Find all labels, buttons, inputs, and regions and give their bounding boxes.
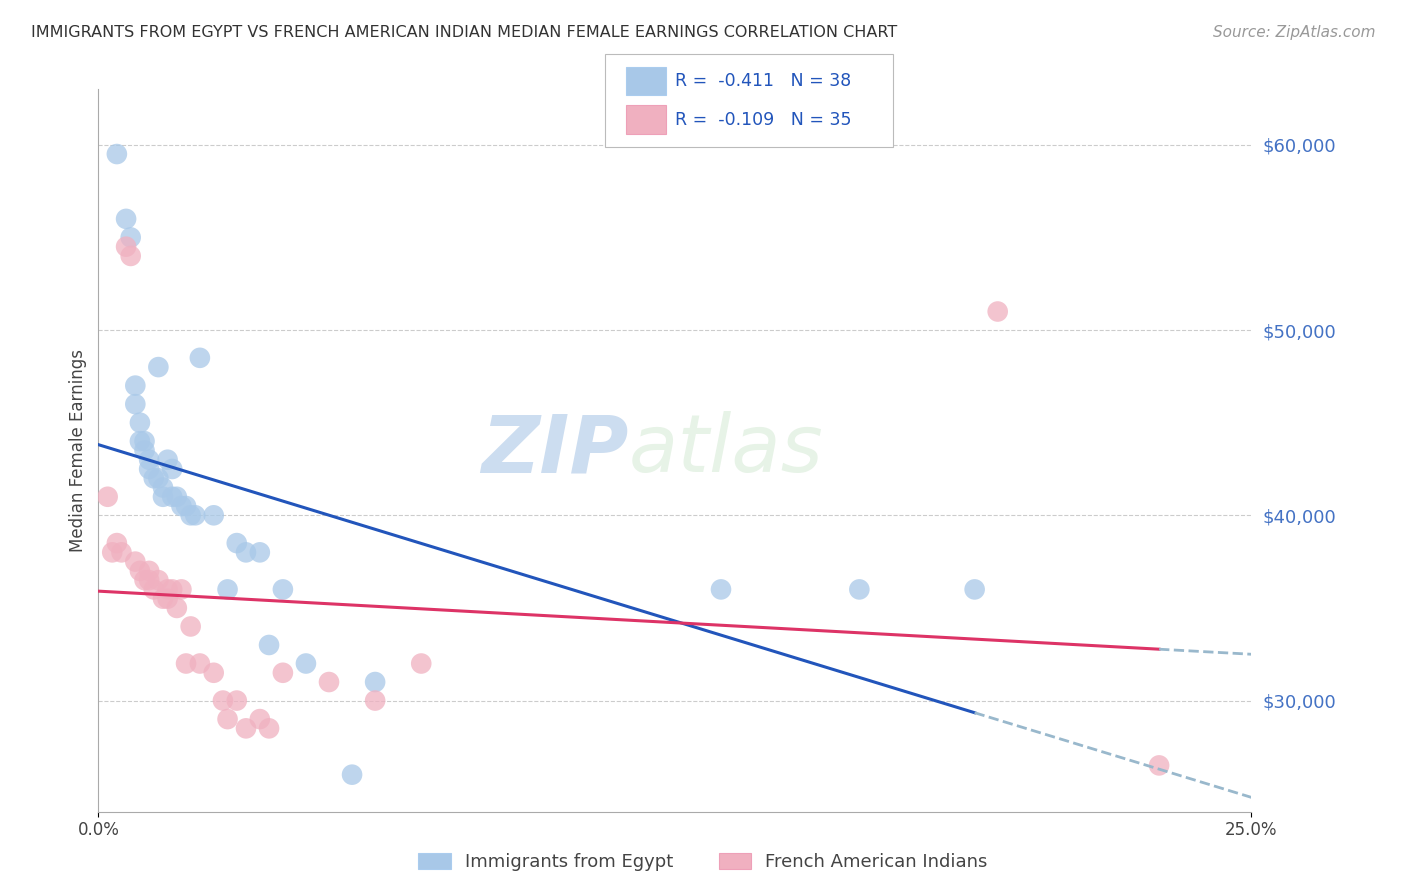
Text: Source: ZipAtlas.com: Source: ZipAtlas.com xyxy=(1212,25,1375,40)
Point xyxy=(148,573,170,587)
Point xyxy=(156,452,179,467)
Point xyxy=(710,582,733,597)
Point xyxy=(134,443,156,458)
Point xyxy=(124,397,146,411)
Point xyxy=(225,693,247,707)
Point xyxy=(257,722,280,736)
Text: ZIP: ZIP xyxy=(481,411,628,490)
Point xyxy=(180,508,202,523)
Point xyxy=(170,499,193,513)
Point xyxy=(184,508,207,523)
Point xyxy=(156,582,179,597)
Point xyxy=(295,657,318,671)
Point xyxy=(110,545,132,559)
Point xyxy=(364,693,387,707)
Point xyxy=(166,601,188,615)
Point xyxy=(174,657,197,671)
Point xyxy=(188,351,211,365)
Point xyxy=(170,582,193,597)
Point xyxy=(180,619,202,633)
Point xyxy=(212,693,235,707)
Point xyxy=(235,545,257,559)
Point xyxy=(963,582,986,597)
Point xyxy=(129,434,152,449)
Point xyxy=(166,490,188,504)
Point xyxy=(160,490,183,504)
Point xyxy=(225,536,247,550)
Point xyxy=(188,657,211,671)
Point xyxy=(217,712,239,726)
Point xyxy=(235,722,257,736)
Point xyxy=(120,230,142,244)
Point xyxy=(148,471,170,485)
Point xyxy=(138,573,160,587)
Point xyxy=(160,462,183,476)
Point xyxy=(202,665,225,680)
Point xyxy=(124,555,146,569)
Point xyxy=(318,675,340,690)
Point xyxy=(340,767,363,781)
Point xyxy=(202,508,225,523)
Point xyxy=(134,573,156,587)
Point xyxy=(115,240,138,254)
Point xyxy=(142,582,165,597)
Point xyxy=(156,591,179,606)
Point xyxy=(174,499,197,513)
Point xyxy=(138,452,160,467)
Point xyxy=(271,665,294,680)
Point xyxy=(129,416,152,430)
Point xyxy=(411,657,433,671)
Point xyxy=(115,211,138,226)
Point xyxy=(105,147,128,161)
Text: R =  -0.109   N = 35: R = -0.109 N = 35 xyxy=(675,111,852,128)
Point xyxy=(249,545,271,559)
Text: IMMIGRANTS FROM EGYPT VS FRENCH AMERICAN INDIAN MEDIAN FEMALE EARNINGS CORRELATI: IMMIGRANTS FROM EGYPT VS FRENCH AMERICAN… xyxy=(31,25,897,40)
Point xyxy=(987,304,1010,318)
Point xyxy=(217,582,239,597)
Text: atlas: atlas xyxy=(628,411,824,490)
Point xyxy=(138,462,160,476)
Point xyxy=(148,360,170,375)
Point xyxy=(142,471,165,485)
Text: R =  -0.411   N = 38: R = -0.411 N = 38 xyxy=(675,72,851,90)
Point xyxy=(152,490,174,504)
Point xyxy=(160,582,183,597)
Point xyxy=(152,481,174,495)
Point xyxy=(364,675,387,690)
Point xyxy=(848,582,870,597)
Point xyxy=(1147,758,1170,772)
Legend: Immigrants from Egypt, French American Indians: Immigrants from Egypt, French American I… xyxy=(411,846,995,879)
Point xyxy=(271,582,294,597)
Point xyxy=(105,536,128,550)
Point xyxy=(101,545,124,559)
Point xyxy=(97,490,120,504)
Point xyxy=(138,564,160,578)
Point xyxy=(120,249,142,263)
Point xyxy=(124,378,146,392)
Point xyxy=(134,434,156,449)
Point xyxy=(257,638,280,652)
Point xyxy=(249,712,271,726)
Point xyxy=(129,564,152,578)
Point xyxy=(152,591,174,606)
Y-axis label: Median Female Earnings: Median Female Earnings xyxy=(69,349,87,552)
